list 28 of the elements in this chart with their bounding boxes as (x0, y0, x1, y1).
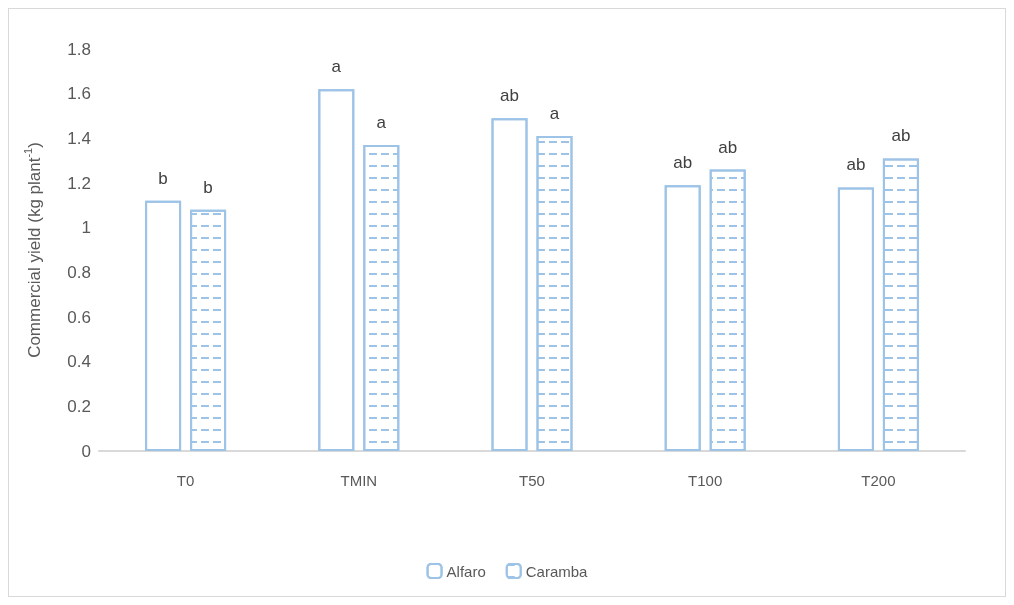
x-tick-label: TMIN (340, 472, 378, 489)
y-tick-label: 0.6 (67, 307, 91, 327)
y-tick-label: 0 (81, 441, 91, 461)
y-tick-label: 1.2 (67, 173, 91, 193)
data-label: a (549, 104, 560, 124)
y-tick-label: 1.6 (67, 84, 91, 104)
data-label: a (376, 113, 387, 133)
x-tick-label: T0 (176, 472, 195, 489)
x-tick-label: T50 (519, 472, 545, 489)
data-label: a (331, 57, 342, 77)
y-axis-title: Commercial yield (kg plant-1) (21, 142, 44, 358)
y-tick-label: 1 (81, 218, 91, 238)
data-label: ab (718, 137, 738, 157)
x-tick-label: T100 (688, 472, 723, 489)
y-tick-label: 1.8 (67, 39, 91, 59)
legend-label: Alfaro (446, 562, 486, 580)
y-tick-label: 0.2 (67, 396, 91, 416)
data-label: b (203, 177, 213, 197)
x-tick-label: T200 (861, 472, 896, 489)
data-label: ab (846, 155, 866, 175)
data-label: ab (500, 86, 519, 106)
legend-label: Caramba (525, 562, 589, 580)
y-tick-label: 1.4 (67, 128, 91, 148)
data-label: ab (891, 126, 911, 146)
y-tick-label: 0.8 (67, 262, 91, 282)
y-tick-label: 0.4 (67, 352, 91, 372)
data-label: b (158, 168, 168, 188)
data-label: ab (673, 153, 693, 173)
